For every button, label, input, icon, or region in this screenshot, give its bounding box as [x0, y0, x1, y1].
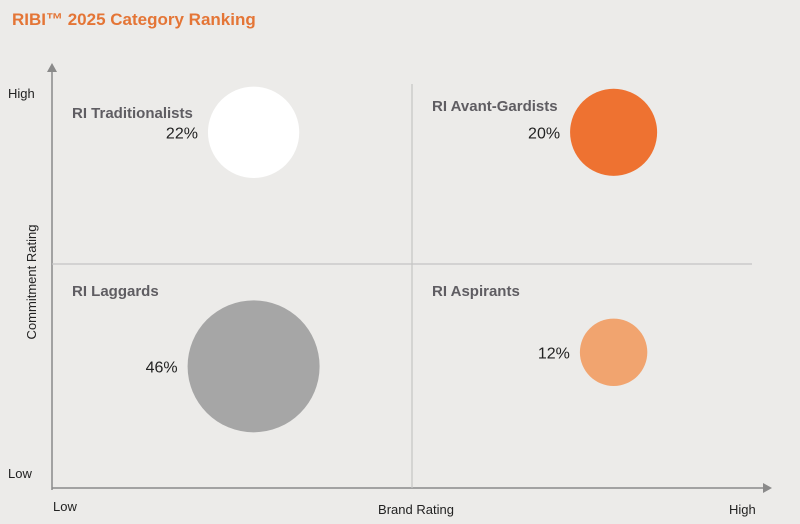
x-tick-low: Low: [53, 499, 77, 514]
quadrant-label-laggards: RI Laggards: [72, 283, 159, 300]
bubble-ri-laggards: [187, 300, 320, 433]
x-axis-arrow: [763, 483, 772, 493]
y-tick-high: High: [8, 86, 35, 101]
bubble-ri-aspirants: [579, 318, 648, 386]
bubble-label-ri-avant-gardists: 20%: [528, 125, 560, 142]
quadrant-label-aspirants: RI Aspirants: [432, 283, 520, 300]
y-axis-label: Commitment Rating: [24, 225, 39, 340]
bubble-ri-traditionalists: [207, 86, 300, 178]
quadrant-label-traditionalists: RI Traditionalists: [72, 105, 193, 122]
bubble-layer: 22% 20% 46% 12%: [146, 86, 658, 433]
bubble-label-ri-laggards: 46%: [146, 359, 178, 376]
bubble-label-ri-aspirants: 12%: [538, 345, 570, 362]
y-tick-low: Low: [8, 466, 32, 481]
bubble-ri-avant-gardists: [570, 88, 658, 176]
quadrant-label-avant-gardists: RI Avant-Gardists: [432, 98, 558, 115]
x-tick-high: High: [729, 502, 756, 517]
chart-title: RIBI™ 2025 Category Ranking: [12, 10, 256, 29]
bubble-label-ri-traditionalists: 22%: [166, 125, 198, 142]
y-axis-arrow: [47, 63, 57, 72]
x-axis-label: Brand Rating: [378, 502, 454, 517]
